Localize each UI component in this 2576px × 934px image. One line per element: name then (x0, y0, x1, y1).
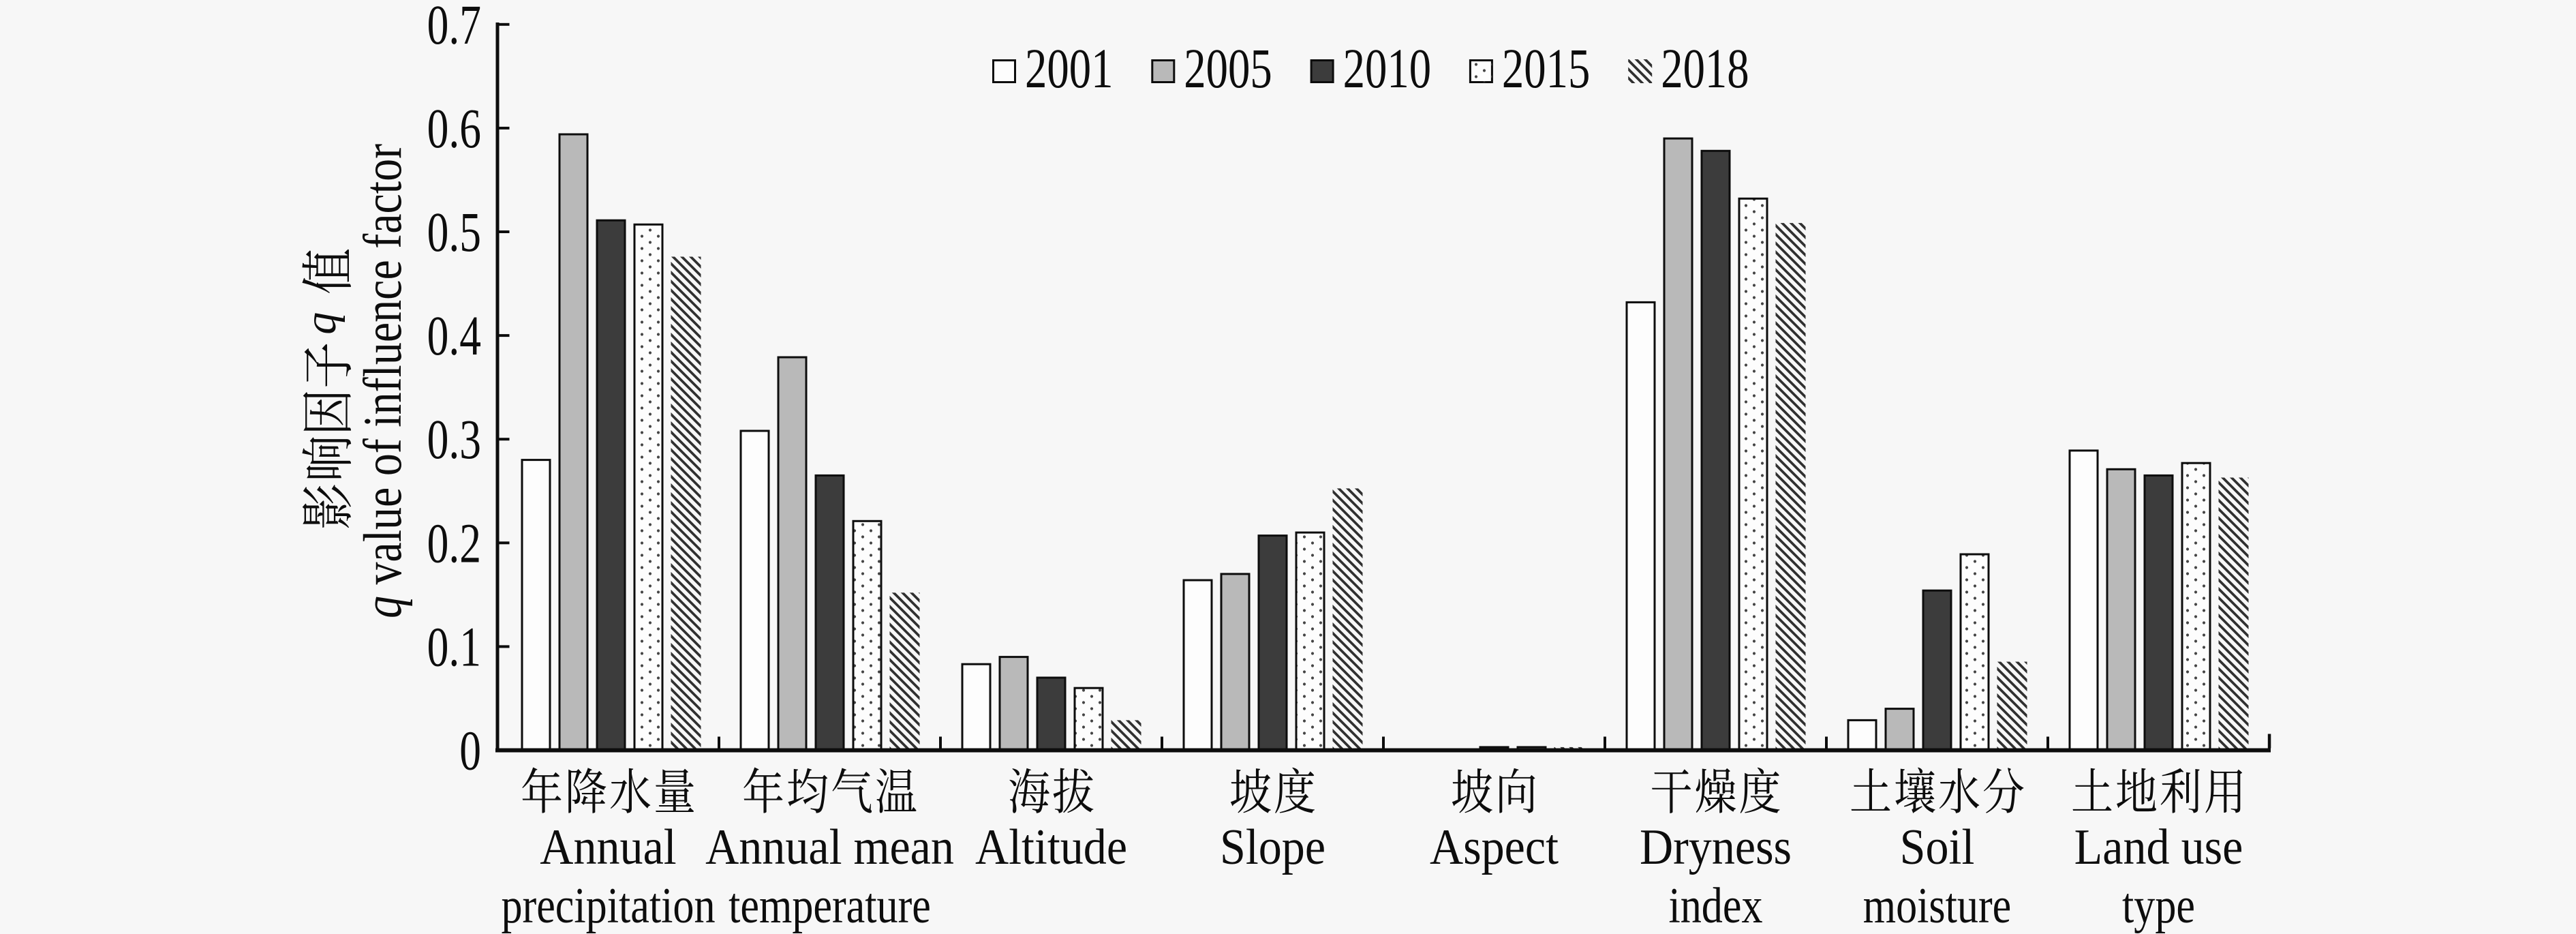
svg-text:moisture: moisture (1863, 877, 2012, 933)
svg-text:0.1: 0.1 (427, 615, 481, 678)
svg-text:0: 0 (459, 719, 481, 781)
svg-text:Aspect: Aspect (1430, 819, 1559, 875)
svg-text:Annual mean: Annual mean (705, 819, 954, 875)
svg-text:0.7: 0.7 (427, 0, 481, 56)
svg-text:0.3: 0.3 (427, 408, 481, 470)
svg-text:2005: 2005 (1184, 38, 1272, 100)
svg-text:precipitation: precipitation (501, 877, 715, 933)
svg-text:q value of influence factor: q value of influence factor (352, 144, 412, 618)
svg-text:Altitude: Altitude (975, 819, 1127, 875)
svg-text:type: type (2122, 877, 2195, 933)
svg-text:Slope: Slope (1220, 819, 1325, 875)
svg-text:Land use: Land use (2074, 819, 2243, 875)
svg-text:Soil: Soil (1900, 819, 1975, 875)
svg-text:2010: 2010 (1343, 38, 1431, 100)
svg-text:0.4: 0.4 (427, 304, 481, 367)
svg-text:Annual: Annual (540, 819, 676, 875)
svg-text:Dryness: Dryness (1640, 819, 1792, 875)
svg-text:q: q (296, 312, 346, 335)
svg-text:temperature: temperature (729, 877, 931, 933)
svg-text:index: index (1668, 877, 1762, 933)
svg-text:2015: 2015 (1502, 38, 1590, 100)
svg-text:0.5: 0.5 (427, 200, 481, 263)
svg-text:2018: 2018 (1661, 38, 1749, 100)
svg-text:0.2: 0.2 (427, 511, 481, 574)
svg-text:0.6: 0.6 (427, 97, 481, 160)
svg-text:2001: 2001 (1025, 38, 1113, 100)
